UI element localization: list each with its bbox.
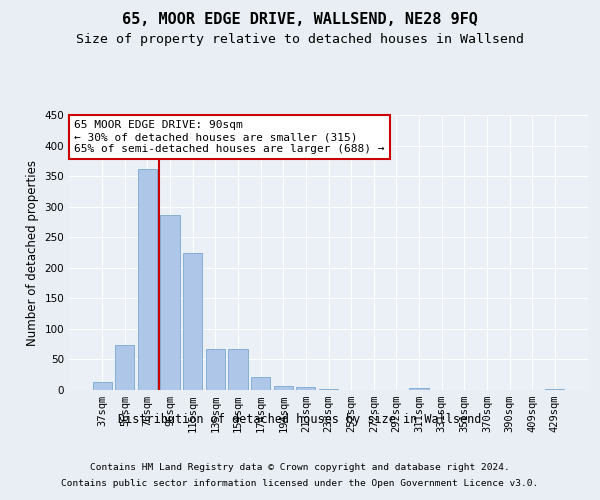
Bar bbox=[138, 169, 157, 390]
Bar bbox=[319, 389, 338, 390]
Bar bbox=[206, 349, 225, 390]
Bar bbox=[115, 346, 134, 390]
Bar bbox=[92, 382, 112, 390]
Bar bbox=[160, 214, 180, 390]
Bar bbox=[296, 387, 316, 390]
Text: Size of property relative to detached houses in Wallsend: Size of property relative to detached ho… bbox=[76, 32, 524, 46]
Text: Distribution of detached houses by size in Wallsend: Distribution of detached houses by size … bbox=[118, 412, 482, 426]
Bar bbox=[183, 253, 202, 390]
Bar bbox=[545, 389, 565, 390]
Bar bbox=[251, 377, 270, 390]
Bar bbox=[274, 386, 293, 390]
Text: Contains HM Land Registry data © Crown copyright and database right 2024.: Contains HM Land Registry data © Crown c… bbox=[90, 462, 510, 471]
Text: 65 MOOR EDGE DRIVE: 90sqm
← 30% of detached houses are smaller (315)
65% of semi: 65 MOOR EDGE DRIVE: 90sqm ← 30% of detac… bbox=[74, 120, 385, 154]
Y-axis label: Number of detached properties: Number of detached properties bbox=[26, 160, 39, 346]
Bar bbox=[409, 388, 428, 390]
Text: 65, MOOR EDGE DRIVE, WALLSEND, NE28 9FQ: 65, MOOR EDGE DRIVE, WALLSEND, NE28 9FQ bbox=[122, 12, 478, 28]
Text: Contains public sector information licensed under the Open Government Licence v3: Contains public sector information licen… bbox=[61, 479, 539, 488]
Bar bbox=[229, 349, 248, 390]
